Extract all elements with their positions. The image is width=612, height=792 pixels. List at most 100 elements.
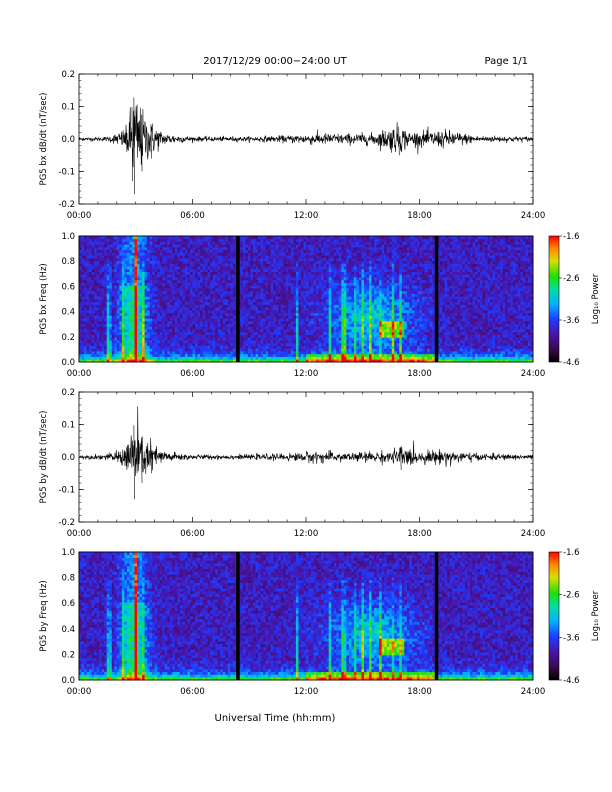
spectrogram-cell [210,312,214,316]
spectrogram-cell [318,260,322,264]
spectrogram-cell [169,268,173,273]
spectrogram-cell [215,326,219,330]
spectrogram-cell [114,342,118,346]
spectrogram-cell [303,244,307,248]
spectrogram-cell [137,257,140,262]
spectrogram-cell [89,320,93,325]
spectrogram-cell [255,356,259,360]
spectrogram-cell [121,260,125,264]
spectrogram-cell [195,337,198,341]
spectrogram-cell [91,345,95,349]
spectrogram-cell [157,285,161,289]
spectrogram-cell [318,296,322,300]
spectrogram-cell [144,353,148,357]
spectrogram-cell [164,285,168,289]
spectrogram-cell [152,304,156,308]
spectrogram-cell [109,249,113,253]
spectrogram-cell [101,241,105,245]
spectrogram-cell [285,268,289,273]
spectrogram-cell [316,342,320,346]
spectrogram-cell [149,279,153,283]
spectrogram-cell [94,359,98,363]
spectrogram-cell [242,356,246,360]
spectrogram-cell [149,320,153,325]
spectrogram-cell [126,296,130,300]
spectrogram-cell [172,340,176,344]
spectrogram-cell [205,301,209,305]
spectrogram-cell [222,359,226,363]
spectrogram-cell [174,301,178,305]
spectrogram-cell [225,279,229,283]
spectrogram-cell [116,282,120,286]
spectrogram-cell [220,288,224,292]
spectrogram-cell [318,340,322,344]
spectrogram-cell [167,249,171,253]
spectrogram-cell [142,238,145,242]
spectrogram-cell [174,342,178,346]
spectrogram-cell [303,326,307,330]
spectrogram-cell [250,342,254,346]
spectrogram-cell [152,279,156,283]
spectrogram-cell [164,263,168,267]
spectrogram-cell [134,353,138,357]
spectrogram-cell [311,318,314,322]
spectrogram-cell [144,255,148,259]
spectrogram-cell [91,315,95,319]
spectrogram-cell [162,318,166,322]
spectrogram-cell [202,241,206,245]
spectrogram-cell [280,236,284,240]
spectrogram-cell [149,307,153,311]
spectrogram-cell [162,266,166,270]
spectrogram-cell [225,334,229,338]
spectrogram-cell [323,299,327,303]
spectrogram-cell [328,255,332,259]
spectrogram-cell [79,288,82,292]
spectrogram-cell [169,334,173,338]
spectrogram-cell [202,315,206,319]
spectrogram-cell [288,277,292,281]
spectrogram-cell [81,345,85,349]
spectrogram-cell [106,348,110,352]
spectrogram-cell [240,299,244,303]
spectrogram-cell [326,279,330,283]
spectrogram-cell [290,244,294,248]
spectrogram-cell [101,282,105,286]
spectrogram-cell [94,266,98,270]
spectrogram-cell [106,282,110,286]
spectrogram-cell [114,323,118,327]
spectrogram-cell [111,293,115,297]
spectrogram-cell [222,241,226,245]
spectrogram-cell [182,296,186,300]
spectrogram-cell [177,260,181,264]
spectrogram-cell [318,255,322,259]
spectrogram-cell [215,257,219,262]
spectrogram-cell [298,266,302,270]
spectrogram-cell [265,293,269,297]
spectrogram-cell [205,241,209,245]
spectrogram-cell [210,260,214,264]
spectrogram-cell [99,274,103,278]
spectrogram-cell [147,340,151,344]
spectrogram-cell [280,337,284,341]
spectrogram-cell [258,312,261,316]
spectrogram-cell [91,301,95,305]
spectrogram-cell [149,331,153,336]
spectrogram-cell [255,274,259,278]
spectrogram-cell [326,236,330,240]
spectrogram-cell [283,304,287,308]
spectrogram-cell [336,279,340,283]
spectrogram-cell [232,246,236,251]
spectrogram-cell [331,244,335,248]
spectrogram-cell [177,268,181,273]
spectrogram-cell [94,238,98,242]
spectrogram-cell [336,304,340,308]
spectrogram-cell [200,312,203,316]
spectrogram-cell [182,271,186,275]
spectrogram-cell [126,252,130,256]
spectrogram-cell [134,359,138,363]
spectrogram-cell [111,263,115,267]
spectrogram-cell [220,315,224,319]
spectrogram-cell [131,255,135,259]
spectrogram-cell [328,359,332,363]
spectrogram-cell [96,318,100,322]
